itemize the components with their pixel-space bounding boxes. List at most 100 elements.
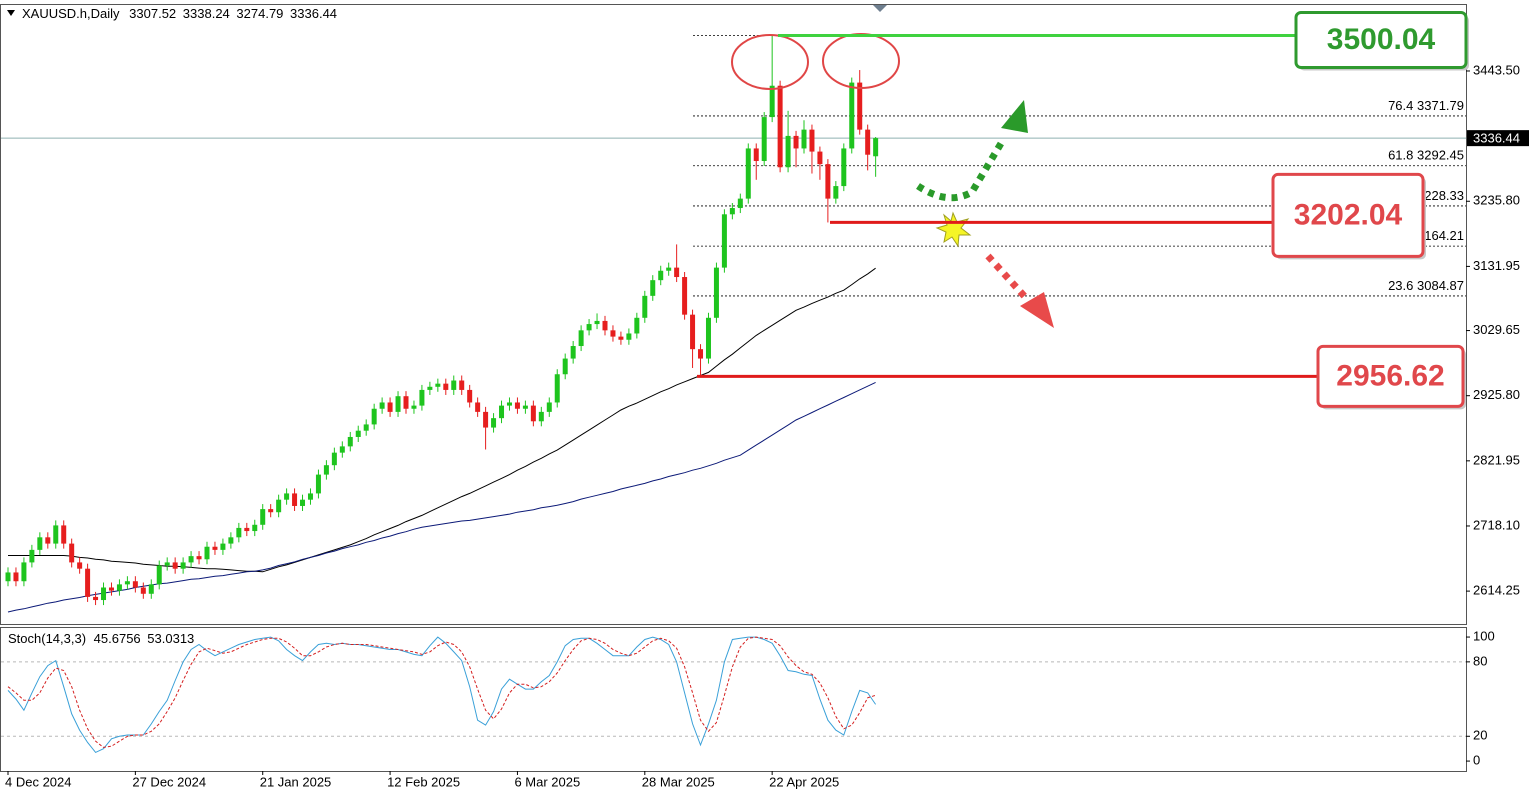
candle-body: [459, 380, 465, 390]
candle-body: [578, 330, 584, 347]
shift-marker: [873, 5, 887, 12]
axis-layer: 2614.25 2718.10 2821.95 2925.80 3029.65 3131.…: [5, 62, 1529, 789]
candle-body: [491, 418, 497, 428]
header-open: 3307.52: [129, 6, 176, 21]
candle-body: [292, 493, 298, 506]
y2-tick-label: 0: [1473, 753, 1480, 768]
candle-body: [61, 525, 67, 544]
x-tick-label: 28 Mar 2025: [642, 774, 715, 789]
symbol: XAUUSD.h,Daily: [22, 6, 120, 21]
fib-label: 23.6 3084.87: [1388, 278, 1464, 293]
candle-body: [268, 509, 274, 513]
candle-body: [260, 509, 266, 525]
candle-body: [610, 330, 616, 337]
candle-body: [841, 148, 847, 187]
candle-body: [483, 411, 489, 428]
candle-body: [53, 525, 59, 544]
fib-value: 3164.21: [1417, 229, 1464, 244]
candle-body: [499, 405, 505, 419]
header-low: 3274.79: [236, 6, 283, 21]
candle-body: [618, 336, 624, 340]
fib-label: 76.4 3371.79: [1388, 98, 1464, 113]
candle-body: [729, 208, 735, 215]
candle-body: [116, 584, 122, 591]
current-price-box: [1467, 130, 1529, 147]
y-tick-label: 3443.50: [1473, 62, 1520, 77]
y-tick-label: 2821.95: [1473, 452, 1520, 467]
candle-body: [355, 430, 361, 437]
candle-body: [809, 129, 815, 152]
candle-body: [849, 82, 855, 149]
candle-body: [252, 524, 258, 532]
candle-body: [93, 596, 99, 601]
bearish-arrow: [985, 253, 1029, 301]
candle-body: [339, 446, 345, 453]
header-high: 3338.24: [183, 6, 230, 21]
peak-circle: [731, 34, 809, 90]
candle-body: [395, 396, 401, 412]
fib-value: 3228.33: [1417, 188, 1464, 203]
y-tick-label: 3029.65: [1473, 322, 1520, 337]
y2-tick-label: 100: [1473, 628, 1495, 643]
candle-body: [857, 82, 863, 130]
candle-body: [419, 389, 425, 406]
main-panel-frame: [0, 4, 1467, 625]
candle-body: [371, 408, 377, 425]
candle-body: [666, 267, 672, 271]
candle-body: [817, 151, 823, 165]
candle-body: [204, 546, 210, 560]
y2-tick-label: 80: [1473, 653, 1487, 668]
candle-body: [244, 527, 250, 532]
annotation-layer: 3500.04 3202.04 2956.62: [697, 11, 1469, 410]
key-level-box: [1294, 11, 1468, 70]
candle-body: [85, 568, 91, 597]
key-level-box: [1271, 172, 1425, 258]
candle-body: [5, 572, 11, 582]
candle-body: [124, 581, 130, 585]
candle-body: [602, 320, 608, 331]
candle-body: [825, 164, 831, 199]
current-price-label: 3336.44: [1473, 131, 1520, 146]
x-tick-label: 21 Jan 2025: [260, 774, 332, 789]
candle-body: [196, 556, 202, 560]
key-level-box: [1316, 344, 1465, 408]
candle-body: [148, 584, 154, 594]
candle-body: [387, 402, 393, 412]
candle-body: [236, 527, 242, 538]
y-tick-label: 2614.25: [1473, 583, 1520, 598]
candle-body: [156, 565, 162, 585]
y-tick-label: 2718.10: [1473, 517, 1520, 532]
candle-body: [140, 587, 146, 594]
stoch-panel-frame: [0, 627, 1467, 772]
fib-value: 3292.45: [1417, 148, 1464, 163]
indicator-name: Stoch(14,3,3): [8, 631, 86, 646]
candle-body: [228, 537, 234, 544]
y-tick-label: 2925.80: [1473, 387, 1520, 402]
candle-body: [721, 214, 727, 268]
candle-body: [753, 148, 759, 161]
candle-body: [180, 562, 186, 569]
key-level-label: 3500.04: [1327, 23, 1436, 56]
fib-ratio: 23.6: [1388, 278, 1413, 293]
candle-body: [705, 317, 711, 359]
candle-body: [626, 333, 632, 340]
candle-body: [777, 85, 783, 168]
bullish-arrow-head: [1001, 100, 1028, 133]
candle-body: [37, 537, 43, 550]
candle-body: [769, 85, 775, 118]
fib-value: 3371.79: [1417, 98, 1464, 113]
candle-body: [13, 572, 19, 582]
candle-body: [594, 320, 600, 325]
candle-body: [220, 543, 226, 550]
peak-circle: [822, 33, 900, 89]
candle-body: [833, 186, 839, 199]
candle-body: [411, 405, 417, 409]
fib-ratio: 76.4: [1388, 98, 1413, 113]
candle-body: [650, 280, 656, 296]
stoch-line: [7, 636, 877, 754]
candle-body: [347, 436, 353, 447]
candle-body: [634, 317, 640, 334]
candle-body: [530, 405, 536, 422]
